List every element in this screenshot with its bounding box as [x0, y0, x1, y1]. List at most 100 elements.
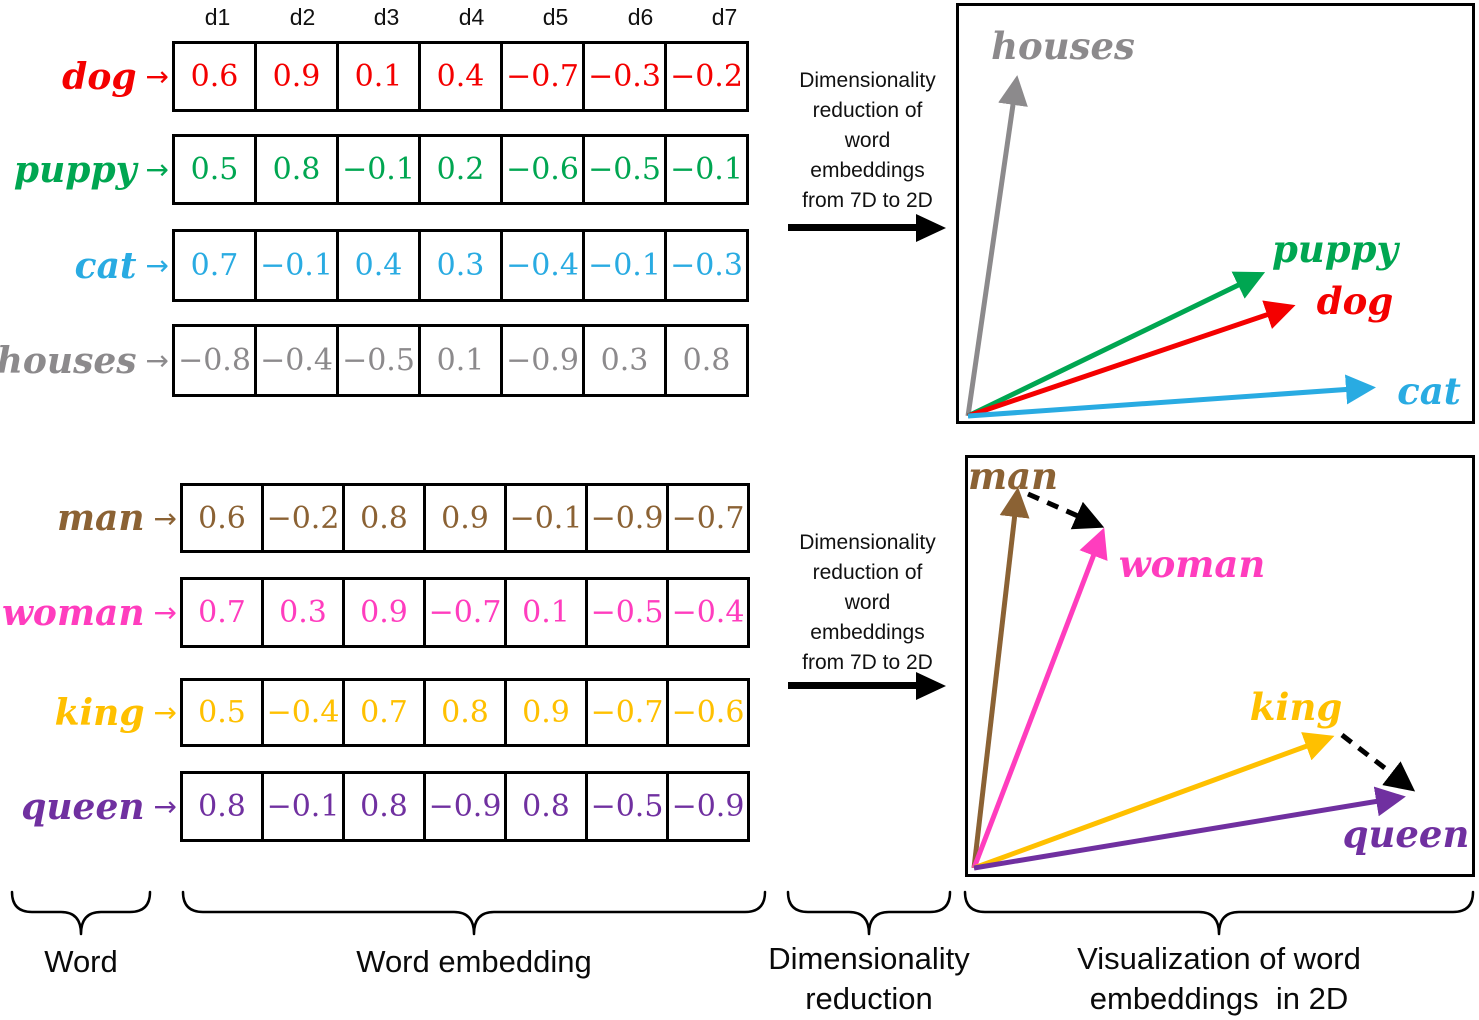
embedding-cell: 0.6 [172, 41, 257, 112]
viz-royalty-vectors [971, 487, 1416, 871]
embedding-cell: −0.5 [582, 134, 667, 205]
word-label-puppy: puppy → [0, 134, 175, 205]
embedding-cell: −0.8 [172, 324, 257, 397]
king-to-queen-analogy-arrow [1340, 733, 1416, 792]
maps-to-arrow-icon: → [145, 60, 169, 93]
embedding-cell: −0.9 [423, 771, 507, 842]
word-text: man [56, 497, 145, 539]
viz-label-cat: cat [1397, 369, 1461, 413]
embedding-cell: 0.7 [180, 577, 264, 648]
embedding-cell: −0.1 [254, 229, 339, 302]
embedding-cell: 0.8 [254, 134, 339, 205]
embedding-cell: −0.3 [664, 229, 749, 302]
embedding-cell: −0.2 [664, 41, 749, 112]
reduction-caption-line: Dimensionality [799, 69, 936, 92]
embedding-cell: −0.5 [585, 577, 669, 648]
dimension-header-d5: d5 [542, 4, 569, 30]
embedding-cell: −0.4 [666, 577, 750, 648]
maps-to-arrow-icon: → [153, 501, 177, 535]
maps-to-arrow-icon: → [153, 596, 177, 629]
reduction-caption-top: Dimensionality reduction of word embeddi… [780, 66, 955, 216]
embedding-cell: 0.8 [504, 771, 588, 842]
caption-word: Word [44, 944, 118, 979]
embedding-cell: 0.2 [418, 134, 503, 205]
embedding-row-queen: queen → 0.8 −0.1 0.8 −0.9 0.8 −0.5 −0.9 [0, 771, 750, 842]
embedding-cell: 0.8 [342, 483, 426, 553]
embedding-row-woman: woman → 0.7 0.3 0.9 −0.7 0.1 −0.5 −0.4 [0, 577, 750, 648]
brace-visualization [963, 890, 1475, 936]
maps-to-arrow-icon: → [153, 696, 177, 729]
brace-word [10, 890, 152, 936]
dimension-header-d2: d2 [289, 4, 316, 30]
word-label-woman: woman → [0, 577, 183, 648]
embedding-cell: −0.4 [261, 678, 345, 747]
embedding-row-puppy: puppy → 0.5 0.8 −0.1 0.2 −0.6 −0.5 −0.1 [0, 134, 749, 205]
caption-dim-reduction-line1: Dimensionality [768, 941, 970, 976]
word-text: queen [21, 785, 145, 828]
dimension-header-d1: d1 [204, 4, 231, 30]
embedding-cell: 0.4 [336, 229, 421, 302]
viz-label-houses: houses [991, 24, 1135, 68]
word-text: king [54, 691, 145, 734]
viz-label-man: man [967, 454, 1059, 498]
embedding-cell: −0.7 [423, 577, 507, 648]
viz-box-animals: houses puppy dog cat [956, 3, 1475, 424]
word-text: woman [1, 591, 145, 634]
reduction-caption-line: word [844, 591, 891, 614]
maps-to-arrow-icon: → [145, 153, 169, 186]
word-label-man: man → [0, 483, 183, 553]
embedding-cell: −0.6 [500, 134, 585, 205]
dimension-header-d4: d4 [458, 4, 485, 30]
word-label-dog: dog → [0, 41, 175, 112]
embedding-cell: 0.3 [582, 324, 667, 397]
embedding-cell: 0.1 [418, 324, 503, 397]
brace-word-embedding [181, 890, 767, 936]
houses-vector-arrow [965, 75, 1028, 417]
reduction-caption-line: embeddings [810, 159, 925, 182]
word-label-cat: cat → [0, 229, 175, 302]
embedding-cell: −0.7 [585, 678, 669, 747]
reduction-caption-line: Dimensionality [799, 531, 936, 554]
embedding-cell: 0.8 [180, 771, 264, 842]
viz-label-woman: woman [1118, 542, 1266, 586]
embedding-cell: 0.8 [664, 324, 749, 397]
embedding-cell: 0.5 [180, 678, 264, 747]
embedding-cell: 0.4 [418, 41, 503, 112]
word-label-queen: queen → [0, 771, 183, 842]
brace-dimensionality-reduction [786, 890, 952, 936]
viz-box-royalty: man woman king queen [965, 454, 1475, 877]
embedding-cell: 0.7 [172, 229, 257, 302]
embedding-row-cat: cat → 0.7 −0.1 0.4 0.3 −0.4 −0.1 −0.3 [0, 229, 749, 302]
embedding-cell: −0.1 [336, 134, 421, 205]
embedding-cell: 0.1 [336, 41, 421, 112]
word-text: puppy [13, 148, 137, 191]
maps-to-arrow-icon: → [153, 790, 177, 823]
woman-vector-arrow [971, 527, 1108, 869]
queen-vector-arrow [973, 786, 1406, 871]
embedding-cell: −0.5 [336, 324, 421, 397]
maps-to-arrow-icon: → [145, 344, 169, 377]
embedding-cell: −0.4 [500, 229, 585, 302]
embedding-row-dog: dog → 0.6 0.9 0.1 0.4 −0.7 −0.3 −0.2 [0, 41, 749, 112]
reduction-caption-line: from 7D to 2D [802, 189, 933, 212]
caption-visualization-line2: embeddings in 2D [1089, 981, 1349, 1016]
dimension-header-d3: d3 [373, 4, 400, 30]
embedding-cell: −0.7 [666, 483, 750, 553]
viz-label-queen: queen [1342, 812, 1470, 856]
word-label-king: king → [0, 678, 183, 747]
embedding-cell: −0.9 [666, 771, 750, 842]
section-braces [10, 890, 1475, 936]
embedding-cell: 0.3 [418, 229, 503, 302]
reduction-caption-line: reduction of [812, 99, 923, 122]
embedding-cell: 0.8 [342, 771, 426, 842]
man-vector-arrow [971, 487, 1030, 869]
embedding-cell: 0.9 [504, 678, 588, 747]
caption-dim-reduction-line2: reduction [805, 981, 933, 1016]
reduction-caption-line: reduction of [812, 561, 923, 584]
embedding-cell: 0.6 [180, 483, 264, 553]
viz-label-king: king [1249, 685, 1343, 729]
embedding-row-king: king → 0.5 −0.4 0.7 0.8 0.9 −0.7 −0.6 [0, 678, 750, 747]
reduction-caption-line: embeddings [810, 621, 925, 644]
reduction-caption-line: from 7D to 2D [802, 651, 933, 674]
